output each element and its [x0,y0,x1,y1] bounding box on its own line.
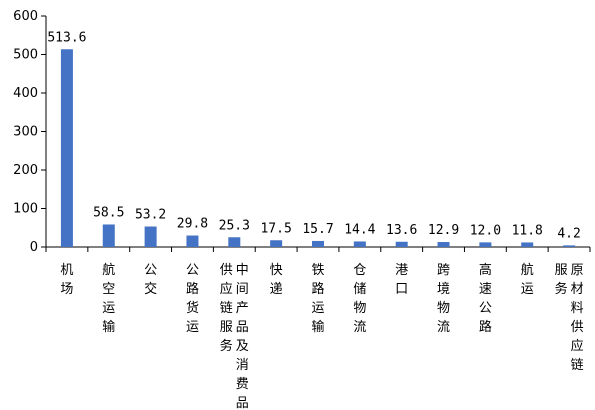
data-label: 25.3 [219,218,250,233]
data-label: 13.6 [386,223,417,238]
bar [186,235,199,247]
y-tick-label: 400 [13,86,38,101]
y-tick-label: 200 [13,163,38,178]
x-category-label: 中间产品及消费品 [236,263,249,410]
data-label: 17.5 [260,221,291,236]
data-label: 12.9 [428,223,459,238]
y-tick-label: 0 [30,240,38,255]
x-category-label: 公路货运 [186,263,199,335]
bar [353,241,366,247]
bar [228,237,241,247]
bar [521,242,534,247]
bar [60,49,73,247]
data-label: 53.2 [135,208,166,223]
bar [563,245,576,247]
bar [144,226,157,247]
data-label: 12.0 [470,223,501,238]
data-label: 15.7 [302,222,333,237]
x-category-label: 服务 [555,263,568,297]
y-tick-label: 100 [13,202,38,217]
y-tick-label: 500 [13,48,38,63]
data-label: 11.8 [512,223,543,238]
data-label: 14.4 [344,222,375,237]
y-tick-label: 600 [13,9,38,24]
x-category-label: 航运 [521,262,534,297]
bar [312,240,324,247]
x-category-label: 供应链服务 [220,263,233,354]
x-category-label: 高速公路 [479,262,492,335]
data-label: 4.2 [557,226,580,241]
x-category-label: 仓储物流 [353,263,366,335]
bar [395,241,408,247]
bar [270,240,283,247]
bar [479,242,492,247]
x-category-label: 机场 [60,263,73,297]
data-label: 29.8 [177,217,208,232]
x-category-label: 原材料供应链 [571,263,584,373]
x-category-label: 公交 [144,263,157,297]
x-category-label: 航空运输 [102,262,115,335]
y-tick-label: 300 [13,125,38,140]
bar [102,224,115,247]
x-category-label: 跨境物流 [437,263,450,335]
x-category-label: 快递 [270,263,283,297]
x-category-label: 港口 [395,263,408,297]
data-label: 513.6 [47,30,86,45]
x-category-label: 铁路运输 [311,263,324,335]
data-label: 58.5 [93,205,124,220]
bar [437,242,450,247]
